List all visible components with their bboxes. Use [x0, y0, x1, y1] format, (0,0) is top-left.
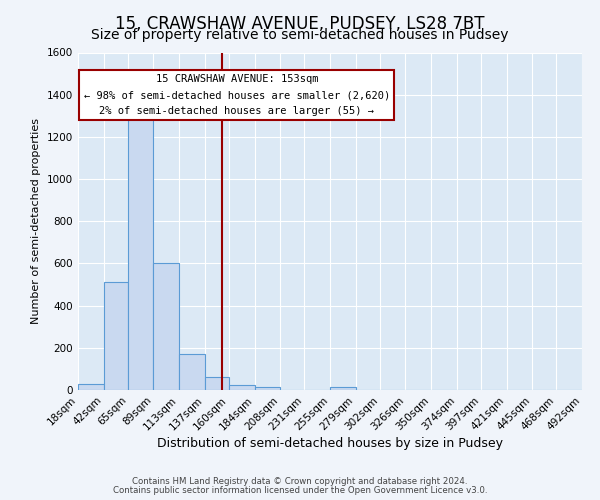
X-axis label: Distribution of semi-detached houses by size in Pudsey: Distribution of semi-detached houses by …	[157, 438, 503, 450]
Bar	[229, 384, 254, 390]
Bar	[104, 282, 128, 390]
Text: 15 CRAWSHAW AVENUE: 153sqm
← 98% of semi-detached houses are smaller (2,620)
2% : 15 CRAWSHAW AVENUE: 153sqm ← 98% of semi…	[83, 74, 390, 116]
Text: Contains HM Land Registry data © Crown copyright and database right 2024.: Contains HM Land Registry data © Crown c…	[132, 477, 468, 486]
Bar	[154, 264, 179, 390]
Y-axis label: Number of semi-detached properties: Number of semi-detached properties	[31, 118, 41, 324]
Text: Contains public sector information licensed under the Open Government Licence v3: Contains public sector information licen…	[113, 486, 487, 495]
Text: 15, CRAWSHAW AVENUE, PUDSEY, LS28 7BT: 15, CRAWSHAW AVENUE, PUDSEY, LS28 7BT	[115, 15, 485, 33]
Text: Size of property relative to semi-detached houses in Pudsey: Size of property relative to semi-detach…	[91, 28, 509, 42]
Bar	[128, 118, 154, 390]
Bar	[330, 387, 356, 390]
Bar	[205, 378, 229, 390]
Bar	[179, 354, 205, 390]
Bar	[254, 387, 280, 390]
Bar	[78, 384, 104, 390]
